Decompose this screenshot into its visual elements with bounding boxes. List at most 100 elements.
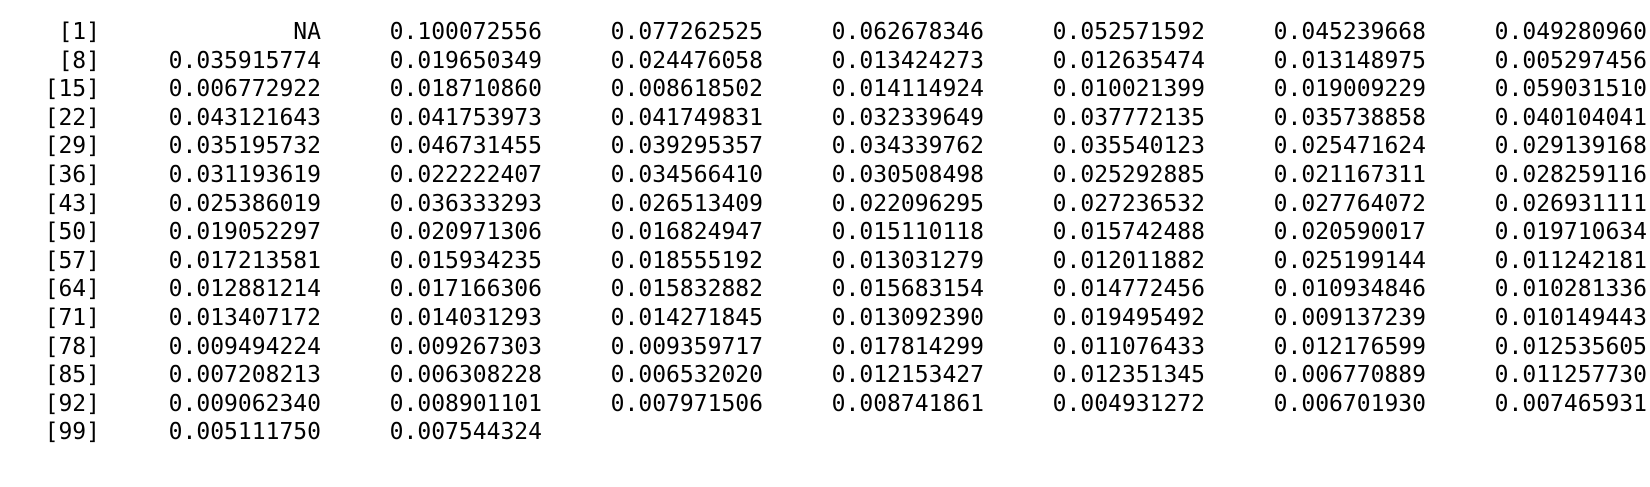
- value-cell: 0.022222407: [389, 161, 542, 188]
- value-cell: 0.025292885: [1052, 161, 1205, 188]
- value-cell: 0.009494224: [168, 333, 321, 360]
- value-cell: 0.029139168: [1494, 133, 1647, 160]
- value-cell: 0.015934235: [389, 247, 542, 274]
- row-index: [29]: [44, 133, 100, 160]
- value-cell: 0.027764072: [1273, 190, 1426, 217]
- value-cell: 0.025386019: [168, 190, 321, 217]
- value-cell: 0.040104041: [1494, 104, 1647, 131]
- value-cell: 0.019052297: [168, 219, 321, 246]
- value-cell: 0.010149443: [1494, 304, 1647, 331]
- value-cell: 0.013031279: [831, 247, 984, 274]
- value-cell: 0.022096295: [831, 190, 984, 217]
- value-cell: 0.005297456: [1494, 47, 1647, 74]
- value-cell: 0.006308228: [389, 362, 542, 389]
- output-row: [85] 0.007208213 0.006308228 0.006532020 0.0…: [10, 361, 1647, 390]
- row-index: [85]: [44, 362, 100, 389]
- output-row: [29] 0.035195732 0.046731455 0.039295357 0.0…: [10, 132, 1647, 161]
- value-cell: 0.025471624: [1273, 133, 1426, 160]
- value-cell: 0.014114924: [831, 76, 984, 103]
- value-cell: 0.009137239: [1273, 304, 1426, 331]
- value-cell: 0.008901101: [389, 390, 542, 417]
- value-cell: 0.009062340: [168, 390, 321, 417]
- value-cell: 0.059031510: [1494, 76, 1647, 103]
- value-cell: 0.005111750: [168, 419, 321, 446]
- value-cell: 0.043121643: [168, 104, 321, 131]
- value-cell: 0.021167311: [1273, 161, 1426, 188]
- value-cell: 0.031193619: [168, 161, 321, 188]
- value-cell: 0.014031293: [389, 304, 542, 331]
- value-cell: 0.028259116: [1494, 161, 1647, 188]
- value-cell: NA: [293, 19, 321, 45]
- value-cell: 0.030508498: [831, 161, 984, 188]
- value-cell: 0.025199144: [1273, 247, 1426, 274]
- value-cell: 0.037772135: [1052, 104, 1205, 131]
- value-cell: 0.032339649: [831, 104, 984, 131]
- value-cell: 0.036333293: [389, 190, 542, 217]
- value-cell: 0.015110118: [831, 219, 984, 246]
- value-cell: 0.035540123: [1052, 133, 1205, 160]
- value-cell: 0.011257730: [1494, 362, 1647, 389]
- value-cell: 0.006770889: [1273, 362, 1426, 389]
- value-cell: 0.010934846: [1273, 276, 1426, 303]
- value-cell: 0.009267303: [389, 333, 542, 360]
- value-cell: 0.012351345: [1052, 362, 1205, 389]
- value-cell: 0.006772922: [168, 76, 321, 103]
- value-cell: 0.006532020: [610, 362, 763, 389]
- value-cell: 0.013407172: [168, 304, 321, 331]
- value-cell: 0.020590017: [1273, 219, 1426, 246]
- row-index: [99]: [44, 419, 100, 446]
- value-cell: 0.100072556: [389, 19, 542, 45]
- value-cell: 0.012881214: [168, 276, 321, 303]
- output-row: [36] 0.031193619 0.022222407 0.034566410 0.0…: [10, 161, 1647, 190]
- value-cell: 0.062678346: [831, 19, 984, 45]
- value-cell: 0.018555192: [610, 247, 763, 274]
- value-cell: 0.008618502: [610, 76, 763, 103]
- row-index: [15]: [44, 76, 100, 103]
- value-cell: 0.019009229: [1273, 76, 1426, 103]
- row-index: [1]: [58, 19, 100, 45]
- value-cell: 0.015832882: [610, 276, 763, 303]
- row-index: [36]: [44, 161, 100, 188]
- value-cell: 0.034566410: [610, 161, 763, 188]
- value-cell: 0.046731455: [389, 133, 542, 160]
- value-cell: 0.011242181: [1494, 247, 1647, 274]
- row-index: [92]: [44, 390, 100, 417]
- value-cell: 0.007465931: [1494, 390, 1647, 417]
- output-row: [1] NA 0.100072556 0.077262525 0.062678346 0.…: [10, 18, 1647, 47]
- value-cell: 0.013148975: [1273, 47, 1426, 74]
- output-row: [8] 0.035915774 0.019650349 0.024476058 0.01…: [10, 47, 1647, 76]
- value-cell: 0.049280960: [1494, 19, 1647, 45]
- output-row: [78] 0.009494224 0.009267303 0.009359717 0.0…: [10, 333, 1647, 362]
- value-cell: 0.013092390: [831, 304, 984, 331]
- console-output: [1] NA 0.100072556 0.077262525 0.062678346 0.…: [10, 18, 1647, 478]
- output-row: [64] 0.012881214 0.017166306 0.015832882 0.0…: [10, 275, 1647, 304]
- value-cell: 0.026931111: [1494, 190, 1647, 217]
- row-index: [22]: [44, 104, 100, 131]
- output-row: [15] 0.006772922 0.018710860 0.008618502 0.0…: [10, 75, 1647, 104]
- row-index: [43]: [44, 190, 100, 217]
- output-row: [50] 0.019052297 0.020971306 0.016824947 0.0…: [10, 218, 1647, 247]
- output-row: [99] 0.005111750 0.007544324: [10, 418, 1640, 447]
- value-cell: 0.009359717: [610, 333, 763, 360]
- value-cell: 0.019710634: [1494, 219, 1647, 246]
- value-cell: 0.019495492: [1052, 304, 1205, 331]
- row-index: [50]: [44, 219, 100, 246]
- row-index: [71]: [44, 304, 100, 331]
- value-cell: 0.041753973: [389, 104, 542, 131]
- output-row: [57] 0.017213581 0.015934235 0.018555192 0.0…: [10, 247, 1647, 276]
- value-cell: 0.008741861: [831, 390, 984, 417]
- value-cell: 0.007544324: [389, 419, 542, 446]
- value-cell: 0.026513409: [610, 190, 763, 217]
- value-cell: 0.012535605: [1494, 333, 1647, 360]
- value-cell: 0.006701930: [1273, 390, 1426, 417]
- value-cell: 0.004931272: [1052, 390, 1205, 417]
- value-cell: 0.015742488: [1052, 219, 1205, 246]
- row-index: [78]: [44, 333, 100, 360]
- value-cell: 0.010021399: [1052, 76, 1205, 103]
- value-cell: 0.041749831: [610, 104, 763, 131]
- value-cell: 0.007208213: [168, 362, 321, 389]
- row-index: [64]: [44, 276, 100, 303]
- value-cell: 0.039295357: [610, 133, 763, 160]
- value-cell: 0.035195732: [168, 133, 321, 160]
- value-cell: 0.035738858: [1273, 104, 1426, 131]
